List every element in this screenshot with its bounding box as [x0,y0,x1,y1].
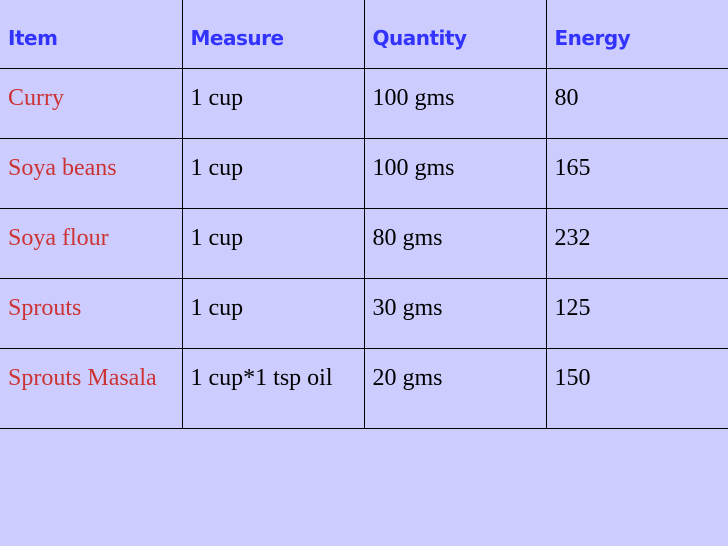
header-measure: Measure [181,0,365,69]
table-row: Soya beans 1 cup 100 gms 165 [0,137,728,209]
item-cell: Soya flour [0,207,183,279]
energy-cell: 232 [545,207,728,279]
energy-cell: 150 [545,347,728,429]
measure-cell: 1 cup*1 tsp oil [181,347,365,429]
table-row: Curry 1 cup 100 gms 80 [0,67,728,139]
header-energy: Energy [545,0,728,69]
quantity-cell: 20 gms [363,347,547,429]
measure-cell: 1 cup [181,67,365,139]
header-quantity: Quantity [363,0,547,69]
energy-cell: 125 [545,277,728,349]
table-row: Soya flour 1 cup 80 gms 232 [0,207,728,279]
measure-cell: 1 cup [181,207,365,279]
measure-cell: 1 cup [181,277,365,349]
item-cell: Sprouts Masala [0,347,183,429]
quantity-cell: 30 gms [363,277,547,349]
item-cell: Curry [0,67,183,139]
table-row: Sprouts Masala 1 cup*1 tsp oil 20 gms 15… [0,347,728,429]
quantity-cell: 100 gms [363,137,547,209]
header-row: Item Measure Quantity Energy [0,0,728,69]
nutrition-table: Item Measure Quantity Energy Curry 1 cup… [0,0,728,429]
energy-cell: 80 [545,67,728,139]
header-item: Item [0,0,183,69]
quantity-cell: 100 gms [363,67,547,139]
table-row: Sprouts 1 cup 30 gms 125 [0,277,728,349]
quantity-cell: 80 gms [363,207,547,279]
item-cell: Soya beans [0,137,183,209]
item-cell: Sprouts [0,277,183,349]
measure-cell: 1 cup [181,137,365,209]
energy-cell: 165 [545,137,728,209]
